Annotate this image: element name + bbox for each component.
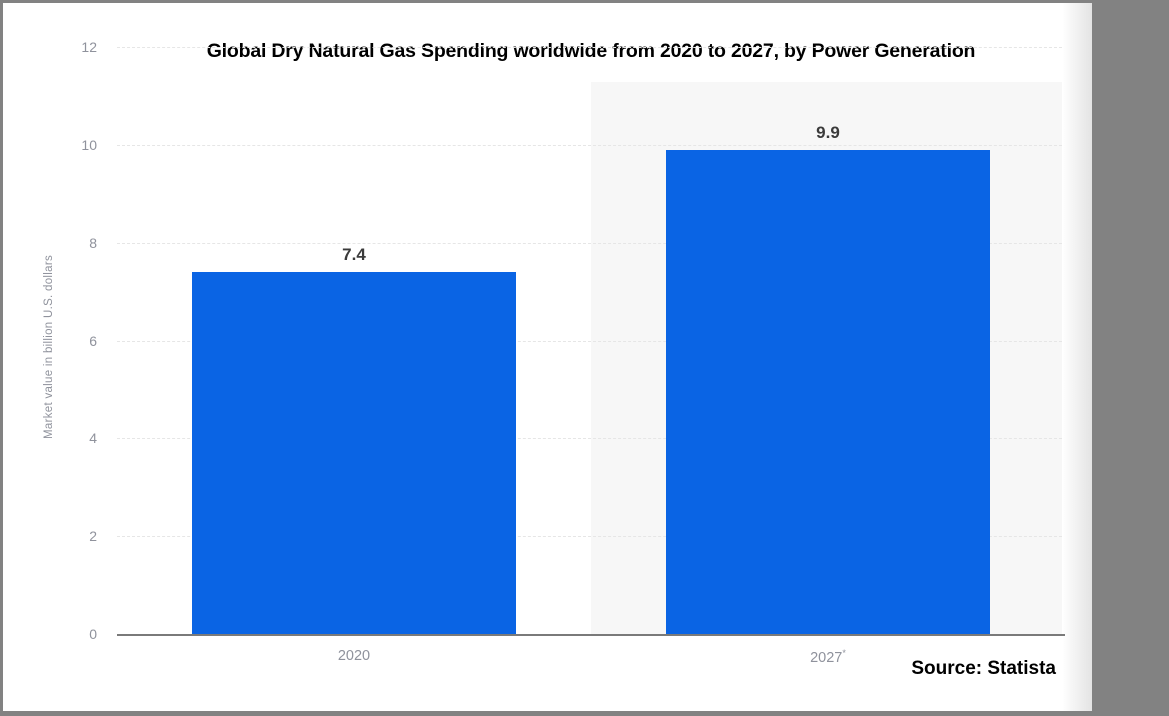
y-tick-label-12: 12 <box>81 39 97 55</box>
bar-2027 <box>666 149 990 634</box>
x-category-label: 2020 <box>337 648 371 664</box>
bar-value-label: 9.9 <box>816 122 840 142</box>
y-tick-label-4: 4 <box>89 430 97 447</box>
y-tick-label-0: 0 <box>89 626 97 642</box>
y-tick-label-2: 2 <box>89 528 97 545</box>
x-axis-line <box>117 634 1065 636</box>
y-tick-label-10: 10 <box>81 136 97 153</box>
gridline-y-6 <box>117 340 1062 342</box>
chart-canvas: Global Dry Natural Gas Spending worldwid… <box>3 3 1092 711</box>
y-tick-label-6: 6 <box>89 332 97 349</box>
x-category-label: 2027* <box>810 648 846 666</box>
y-tick-label-8: 8 <box>89 234 97 251</box>
gridline-y-12 <box>117 47 1062 48</box>
gridline-y-8 <box>117 242 1062 244</box>
chart-title: Global Dry Natural Gas Spending worldwid… <box>206 40 976 62</box>
source-attribution: Source: Statista <box>911 658 1056 679</box>
plot-area: 7.4 9.9 <box>117 47 1065 636</box>
right-edge-shade <box>1062 3 1092 711</box>
gridline-y-10 <box>117 144 1062 146</box>
gridline-y-2 <box>117 536 1062 538</box>
bar-value-label: 7.4 <box>342 245 366 265</box>
gridline-y-4 <box>117 438 1062 440</box>
bar-2020 <box>192 272 516 634</box>
y-axis-title: Market value in billion U.S. dollars <box>43 255 55 440</box>
